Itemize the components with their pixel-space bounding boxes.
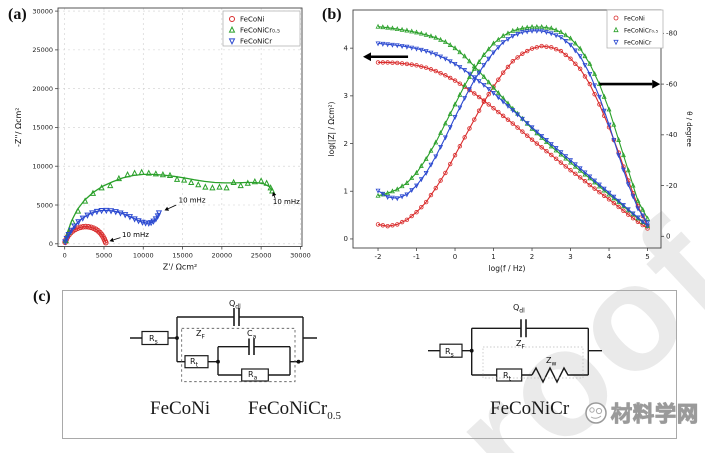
- equivalent-circuit-feconi: [130, 308, 317, 383]
- label-rt-2: Rt: [503, 371, 511, 383]
- svg-text:15000: 15000: [172, 252, 193, 260]
- svg-text:0: 0: [453, 253, 457, 261]
- label-ra-1: Ra: [248, 370, 258, 382]
- svg-text:log(f / Hz): log(f / Hz): [489, 264, 526, 273]
- svg-text:-20: -20: [666, 182, 677, 190]
- svg-text:-40: -40: [666, 131, 677, 139]
- svg-text:2: 2: [344, 140, 348, 148]
- svg-text:20000: 20000: [32, 85, 53, 93]
- site-logo: 材料学网: [584, 398, 699, 428]
- label-rt-1: Rt: [190, 357, 198, 369]
- panel-a: 0 5000 10000 15000 20000 25000 30000 0 5000 10000…: [0, 0, 320, 280]
- svg-text:10000: 10000: [32, 163, 53, 171]
- logo-mascot-icon: [585, 402, 607, 424]
- svg-text:0: 0: [666, 233, 670, 241]
- caption-feconicr05: FeCoNiCr0.5: [248, 398, 341, 422]
- svg-text:FeCoNiCr: FeCoNiCr: [240, 37, 272, 45]
- svg-text:θ / degree: θ / degree: [685, 111, 693, 147]
- svg-text:3: 3: [344, 92, 348, 100]
- caption-feconicr: FeCoNiCr: [490, 398, 570, 419]
- svg-text:FeCoNi: FeCoNi: [624, 15, 645, 22]
- label-qdl-1: Qdl: [229, 299, 241, 311]
- svg-text:10 mHz: 10 mHz: [179, 197, 206, 205]
- svg-text:3: 3: [568, 253, 572, 261]
- svg-text:30000: 30000: [290, 252, 311, 260]
- svg-text:log(|Z| / Ωcm²): log(|Z| / Ωcm²): [327, 101, 336, 156]
- svg-text:30000: 30000: [32, 7, 53, 15]
- svg-text:1: 1: [491, 253, 495, 261]
- zf-dashed-box: [181, 327, 296, 383]
- svg-text:5000: 5000: [36, 201, 53, 209]
- label-ca-1: Ca: [247, 329, 257, 341]
- svg-text:20000: 20000: [212, 252, 233, 260]
- svg-text:10000: 10000: [133, 252, 154, 260]
- caption-feconi: FeCoNi: [150, 398, 211, 419]
- panel-b: -2 -1 0 1 2 3 4 5 0 1 2 3 4 0 -20 -40 -60 -80 log(f / Hz) l…: [320, 0, 705, 285]
- svg-text:0: 0: [49, 240, 53, 248]
- bode-plot: -2 -1 0 1 2 3 4 5 0 1 2 3 4 0 -20 -40 -60 -80 log(f / Hz) l…: [327, 9, 693, 273]
- svg-text:25000: 25000: [32, 46, 53, 54]
- svg-text:1: 1: [344, 188, 348, 196]
- panel-c-border: [62, 290, 677, 439]
- svg-text:-2: -2: [375, 253, 382, 261]
- svg-text:FeCoNiCr₀.₅: FeCoNiCr₀.₅: [624, 27, 659, 34]
- panel-c-label: (c): [33, 288, 51, 305]
- svg-text:0: 0: [344, 235, 348, 243]
- svg-text:15000: 15000: [32, 124, 53, 132]
- svg-text:2: 2: [530, 253, 534, 261]
- svg-text:FeCoNiCr₀.₅: FeCoNiCr₀.₅: [240, 26, 280, 34]
- svg-text:5: 5: [645, 253, 649, 261]
- panel-a-label: (a): [8, 6, 27, 23]
- label-rs-1: Rs: [149, 334, 158, 346]
- svg-text:-1: -1: [413, 253, 420, 261]
- svg-text:10 mHz: 10 mHz: [122, 231, 149, 239]
- svg-text:FeCoNi: FeCoNi: [240, 15, 264, 23]
- svg-text:4: 4: [344, 44, 349, 52]
- svg-text:4: 4: [607, 253, 612, 261]
- svg-text:5000: 5000: [96, 252, 113, 260]
- svg-text:FeCoNiCr: FeCoNiCr: [624, 39, 652, 46]
- svg-text:-60: -60: [666, 80, 677, 88]
- nyquist-plot: 0 5000 10000 15000 20000 25000 30000 0 5000 10000…: [14, 7, 311, 272]
- zf-dotted-box: [482, 346, 584, 379]
- label-zw-2: Zw: [546, 356, 557, 368]
- label-rs-2: Rs: [445, 347, 454, 359]
- svg-text:-80: -80: [666, 30, 677, 38]
- equivalent-circuit-feconicr: [428, 319, 602, 384]
- svg-text:10 mHz: 10 mHz: [273, 198, 300, 206]
- logo-text: 材料学网: [611, 402, 699, 427]
- svg-text:-Z''/ Ωcm²: -Z''/ Ωcm²: [14, 107, 23, 147]
- panel-b-label: (b): [322, 6, 342, 23]
- svg-text:0: 0: [63, 252, 67, 260]
- label-zf-1: ZF: [196, 329, 205, 341]
- label-zf-2: ZF: [516, 339, 525, 351]
- svg-text:25000: 25000: [251, 252, 272, 260]
- svg-text:Z'/ Ωcm²: Z'/ Ωcm²: [163, 263, 197, 272]
- label-qdl-2: Qdl: [513, 303, 525, 315]
